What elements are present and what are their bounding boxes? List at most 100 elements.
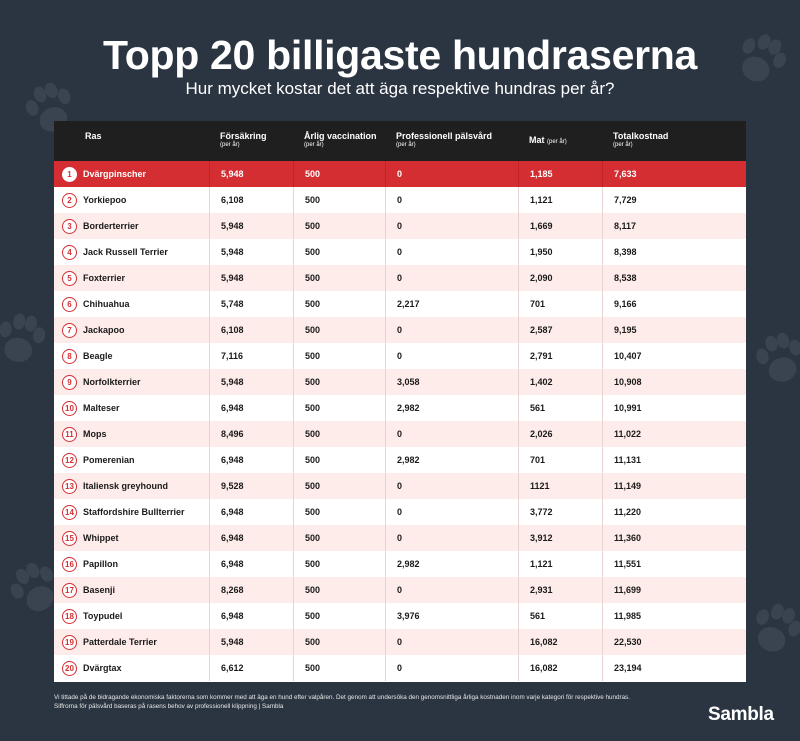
cell-breed: 20 Dvärgtax <box>54 655 209 681</box>
breed-name: Papillon <box>83 559 119 569</box>
rank-badge: 20 <box>62 660 77 676</box>
sambla-logo: Sambla <box>708 704 774 725</box>
rank-badge: 15 <box>62 530 77 546</box>
paw-icon <box>12 72 89 149</box>
breed-name: Norfolkterrier <box>83 377 141 387</box>
cell-total: 8,117 <box>602 213 746 239</box>
table-row: 4 Jack Russell Terrier 5,948 500 0 1,950 8,398 <box>54 239 746 265</box>
footnote: Vi tittade på de bidragande ekonomiska f… <box>54 694 631 710</box>
cell-total: 8,538 <box>602 265 746 291</box>
table-row: 19 Patterdale Terrier 5,948 500 0 16,082 22,53… <box>54 629 746 655</box>
cell-insurance: 6,948 <box>209 447 293 473</box>
breed-name: Dvärgtax <box>83 663 122 673</box>
rank-badge: 10 <box>62 400 77 416</box>
rank-badge: 3 <box>62 218 77 234</box>
table-row: 12 Pomerenian 6,948 500 2,982 701 11,131 <box>54 447 746 473</box>
table-row: 20 Dvärgtax 6,612 500 0 16,082 23,194 <box>54 655 746 681</box>
cell-total: 10,908 <box>602 369 746 395</box>
breed-name: Staffordshire Bullterrier <box>83 507 185 517</box>
cell-vaccination: 500 <box>293 421 385 447</box>
cell-food: 2,090 <box>518 265 602 291</box>
breed-name: Jackapoo <box>83 325 125 335</box>
cell-vaccination: 500 <box>293 343 385 369</box>
table-row: 14 Staffordshire Bullterrier 6,948 500 0 3,77… <box>54 499 746 525</box>
cell-food: 2,791 <box>518 343 602 369</box>
cell-insurance: 6,948 <box>209 395 293 421</box>
cell-vaccination: 500 <box>293 499 385 525</box>
cell-grooming: 3,976 <box>385 603 518 629</box>
header-palsvard: Professionell pälsvård (per år) <box>396 131 493 148</box>
cell-breed: 11 Mops <box>54 421 209 447</box>
table-row: 10 Malteser 6,948 500 2,982 561 10,991 <box>54 395 746 421</box>
breed-name: Whippet <box>83 533 119 543</box>
breed-name: Basenji <box>83 585 116 595</box>
cell-breed: 18 Toypudel <box>54 603 209 629</box>
cell-breed: 16 Papillon <box>54 551 209 577</box>
cell-grooming: 0 <box>385 265 518 291</box>
table-row: 2 Yorkiepoo 6,108 500 0 1,121 7,729 <box>54 187 746 213</box>
cell-food: 2,026 <box>518 421 602 447</box>
cell-food: 1,669 <box>518 213 602 239</box>
cell-total: 11,131 <box>602 447 746 473</box>
rank-badge: 7 <box>62 322 77 338</box>
cell-food: 561 <box>518 395 602 421</box>
paw-icon <box>720 20 800 100</box>
rank-badge: 8 <box>62 348 77 364</box>
cell-vaccination: 500 <box>293 655 385 681</box>
cell-breed: 9 Norfolkterrier <box>54 369 209 395</box>
rank-badge: 14 <box>62 504 77 520</box>
cell-grooming: 0 <box>385 499 518 525</box>
cell-vaccination: 500 <box>293 317 385 343</box>
cell-total: 11,022 <box>602 421 746 447</box>
cell-vaccination: 500 <box>293 551 385 577</box>
breed-name: Malteser <box>83 403 120 413</box>
cell-breed: 1 Dvärgpinscher <box>54 161 209 187</box>
table-row: 11 Mops 8,496 500 0 2,026 11,022 <box>54 421 746 447</box>
table-header: Ras Försäkring (per år) Årlig vaccination… <box>54 121 746 161</box>
cell-grooming: 0 <box>385 525 518 551</box>
cell-insurance: 5,948 <box>209 213 293 239</box>
table-row: 1 Dvärgpinscher 5,948 500 0 1,185 7,633 <box>54 161 746 187</box>
paw-icon <box>737 592 800 669</box>
breed-name: Pomerenian <box>83 455 135 465</box>
breed-name: Dvärgpinscher <box>83 169 147 179</box>
cell-insurance: 5,948 <box>209 629 293 655</box>
cell-total: 8,398 <box>602 239 746 265</box>
cell-grooming: 0 <box>385 473 518 499</box>
cell-grooming: 2,982 <box>385 551 518 577</box>
cell-grooming: 0 <box>385 187 518 213</box>
breed-name: Toypudel <box>83 611 123 621</box>
breed-name: Jack Russell Terrier <box>83 247 168 257</box>
cell-food: 1,402 <box>518 369 602 395</box>
cell-grooming: 2,217 <box>385 291 518 317</box>
breed-name: Yorkiepoo <box>83 195 127 205</box>
cell-food: 1,121 <box>518 187 602 213</box>
table-row: 8 Beagle 7,116 500 0 2,791 10,407 <box>54 343 746 369</box>
cell-breed: 5 Foxterrier <box>54 265 209 291</box>
cell-food: 2,587 <box>518 317 602 343</box>
breed-name: Italiensk greyhound <box>83 481 169 491</box>
cell-food: 561 <box>518 603 602 629</box>
header-total: Totalkostnad (per år) <box>613 131 669 148</box>
cell-vaccination: 500 <box>293 265 385 291</box>
cell-vaccination: 500 <box>293 161 385 187</box>
cell-grooming: 0 <box>385 629 518 655</box>
table-row: 17 Basenji 8,268 500 0 2,931 11,699 <box>54 577 746 603</box>
cell-total: 11,149 <box>602 473 746 499</box>
table-row: 5 Foxterrier 5,948 500 0 2,090 8,538 <box>54 265 746 291</box>
cell-breed: 17 Basenji <box>54 577 209 603</box>
cell-vaccination: 500 <box>293 629 385 655</box>
rank-badge: 19 <box>62 634 77 650</box>
cell-grooming: 0 <box>385 655 518 681</box>
cell-vaccination: 500 <box>293 213 385 239</box>
cell-breed: 15 Whippet <box>54 525 209 551</box>
cell-insurance: 5,948 <box>209 265 293 291</box>
cell-vaccination: 500 <box>293 603 385 629</box>
cell-insurance: 6,108 <box>209 317 293 343</box>
rank-badge: 9 <box>62 374 77 390</box>
cell-vaccination: 500 <box>293 369 385 395</box>
cell-vaccination: 500 <box>293 473 385 499</box>
cell-breed: 10 Malteser <box>54 395 209 421</box>
cell-total: 11,220 <box>602 499 746 525</box>
cell-insurance: 6,948 <box>209 603 293 629</box>
